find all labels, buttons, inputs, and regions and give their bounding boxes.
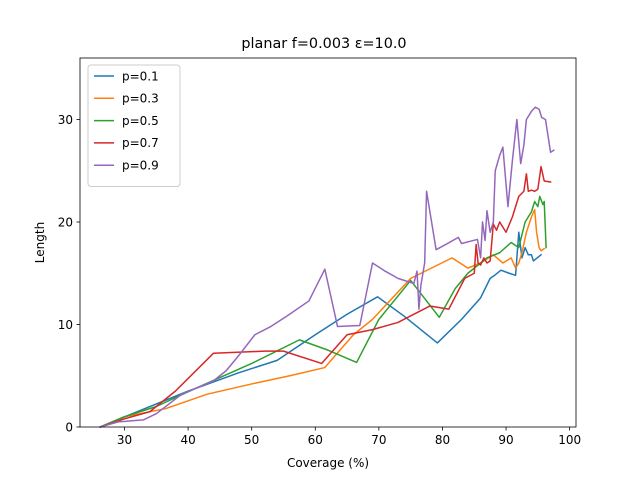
legend-label: p=0.3: [122, 92, 159, 106]
legend-label: p=0.1: [122, 69, 159, 83]
series-line-p-0-3: [99, 208, 546, 428]
chart-title: planar f=0.003 ε=10.0: [241, 36, 406, 52]
y-tick-label: 10: [58, 318, 73, 332]
series-line-p-0-5: [99, 195, 547, 428]
legend-box: [87, 64, 181, 187]
x-tick-label: 50: [244, 433, 259, 447]
legend: p=0.1 p=0.3 p=0.5 p=0.7 p=0.9: [87, 64, 181, 187]
x-tick-label: 90: [498, 433, 513, 447]
legend-label: p=0.7: [122, 136, 159, 150]
series-line-p-0-9: [99, 106, 555, 428]
x-tick-label: 60: [308, 433, 323, 447]
series-line-p-0-7: [99, 165, 552, 428]
x-axis-ticks: 30 40 50 60 70 80 90 100: [117, 427, 581, 447]
plot-frame: [79, 57, 577, 428]
series-line-p-0-1: [99, 231, 543, 428]
legend-label: p=0.9: [122, 159, 159, 173]
x-tick-label: 70: [371, 433, 386, 447]
y-axis-label: Length: [33, 222, 47, 263]
x-axis-label: Coverage (%): [287, 456, 369, 470]
x-tick-label: 80: [435, 433, 450, 447]
plot-series-group: [99, 106, 555, 428]
y-tick-label: 20: [58, 215, 73, 229]
legend-label: p=0.5: [122, 114, 159, 128]
y-tick-label: 0: [65, 420, 73, 434]
x-tick-label: 30: [117, 433, 132, 447]
x-tick-label: 40: [180, 433, 195, 447]
y-axis-ticks: 0 10 20 30: [58, 113, 80, 434]
y-tick-label: 30: [58, 113, 73, 127]
x-tick-label: 100: [558, 433, 581, 447]
